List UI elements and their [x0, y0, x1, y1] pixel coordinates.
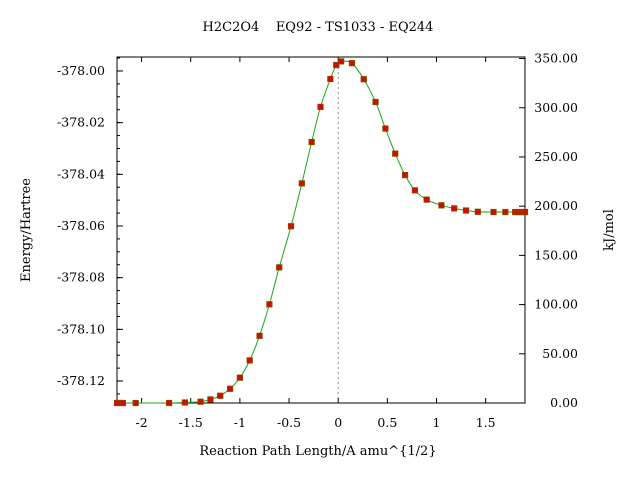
x-tick-label: -0.5 [277, 415, 301, 430]
y-tick-label: -378.00 [57, 63, 105, 78]
data-point [338, 58, 345, 65]
chart-title: H2C2O4 EQ92 - TS1033 - EQ244 [203, 20, 434, 35]
data-point [333, 61, 340, 69]
data-point [451, 205, 458, 212]
y2-tick-label: 0.00 [550, 395, 578, 410]
data-point [226, 385, 234, 392]
data-point [166, 399, 173, 407]
y-tick-label: -378.08 [57, 270, 105, 285]
data-point [372, 98, 379, 106]
x-tick-label: 1.5 [476, 415, 496, 430]
x-tick-label: 0.5 [377, 415, 397, 430]
data-point [236, 374, 243, 381]
y-tick-label: -378.10 [57, 321, 105, 336]
data-point [502, 208, 509, 216]
energy-data-points [113, 58, 529, 407]
y2-tick-label: 150.00 [534, 247, 578, 262]
data-point [521, 208, 529, 216]
data-point [462, 207, 470, 214]
x-axis-title: Reaction Path Length/A amu^{1/2} [199, 444, 436, 459]
y-tick-label: -378.12 [57, 373, 105, 388]
data-point [423, 196, 430, 203]
data-point [392, 150, 399, 157]
x-tick-label: -1.5 [179, 415, 203, 430]
x-tick-label: -2 [135, 415, 147, 430]
y2-tick-label: 100.00 [534, 297, 578, 312]
y2-tick-label: 350.00 [534, 51, 578, 66]
data-point [119, 399, 126, 407]
y2-tick-label: 200.00 [534, 198, 578, 213]
y-tick-label: -378.06 [57, 218, 105, 233]
data-point [217, 392, 224, 399]
data-point [181, 399, 188, 406]
data-point [411, 187, 418, 194]
y-axis-left-title: Energy/Hartree [19, 178, 34, 282]
data-point [256, 332, 263, 339]
data-point [207, 396, 214, 403]
data-point [490, 208, 497, 216]
y-tick-label: -378.02 [57, 115, 105, 130]
data-point [266, 301, 273, 308]
energy-curve [117, 60, 525, 404]
data-point [360, 76, 367, 83]
y2-tick-label: 50.00 [542, 346, 578, 361]
data-point [298, 180, 305, 187]
data-point [438, 202, 445, 209]
data-point [327, 75, 334, 83]
data-point [132, 399, 139, 407]
y-axis-left-ticks: -378.12 -378.10 -378.08 -378.06 -378.04 -378.… [57, 57, 123, 395]
plot-frame [116, 56, 526, 404]
data-point [276, 264, 283, 271]
y-axis-right-ticks: 0.00 50.00 100.00 150.00 200.00 250.00 300.00 3… [519, 51, 578, 410]
data-point [348, 60, 356, 67]
y-axis-right-title: kJ/mol [602, 209, 617, 251]
x-tick-label: -1 [234, 415, 246, 430]
x-tick-label: 1 [433, 415, 441, 430]
x-axis-ticks: -2 -1.5 -1 -0.5 0 0.5 1 1.5 [135, 57, 496, 430]
data-point [317, 103, 324, 110]
y2-tick-label: 250.00 [534, 149, 578, 164]
energy-curve-series [117, 60, 525, 404]
data-point [382, 125, 389, 132]
data-point [474, 208, 481, 215]
data-point [401, 171, 409, 179]
data-point [308, 138, 315, 146]
y-tick-label: -378.04 [57, 166, 105, 181]
x-tick-label: 0 [334, 415, 342, 430]
data-point [287, 223, 295, 230]
y2-tick-label: 300.00 [534, 100, 578, 115]
data-point [197, 398, 204, 405]
data-point [246, 357, 253, 364]
